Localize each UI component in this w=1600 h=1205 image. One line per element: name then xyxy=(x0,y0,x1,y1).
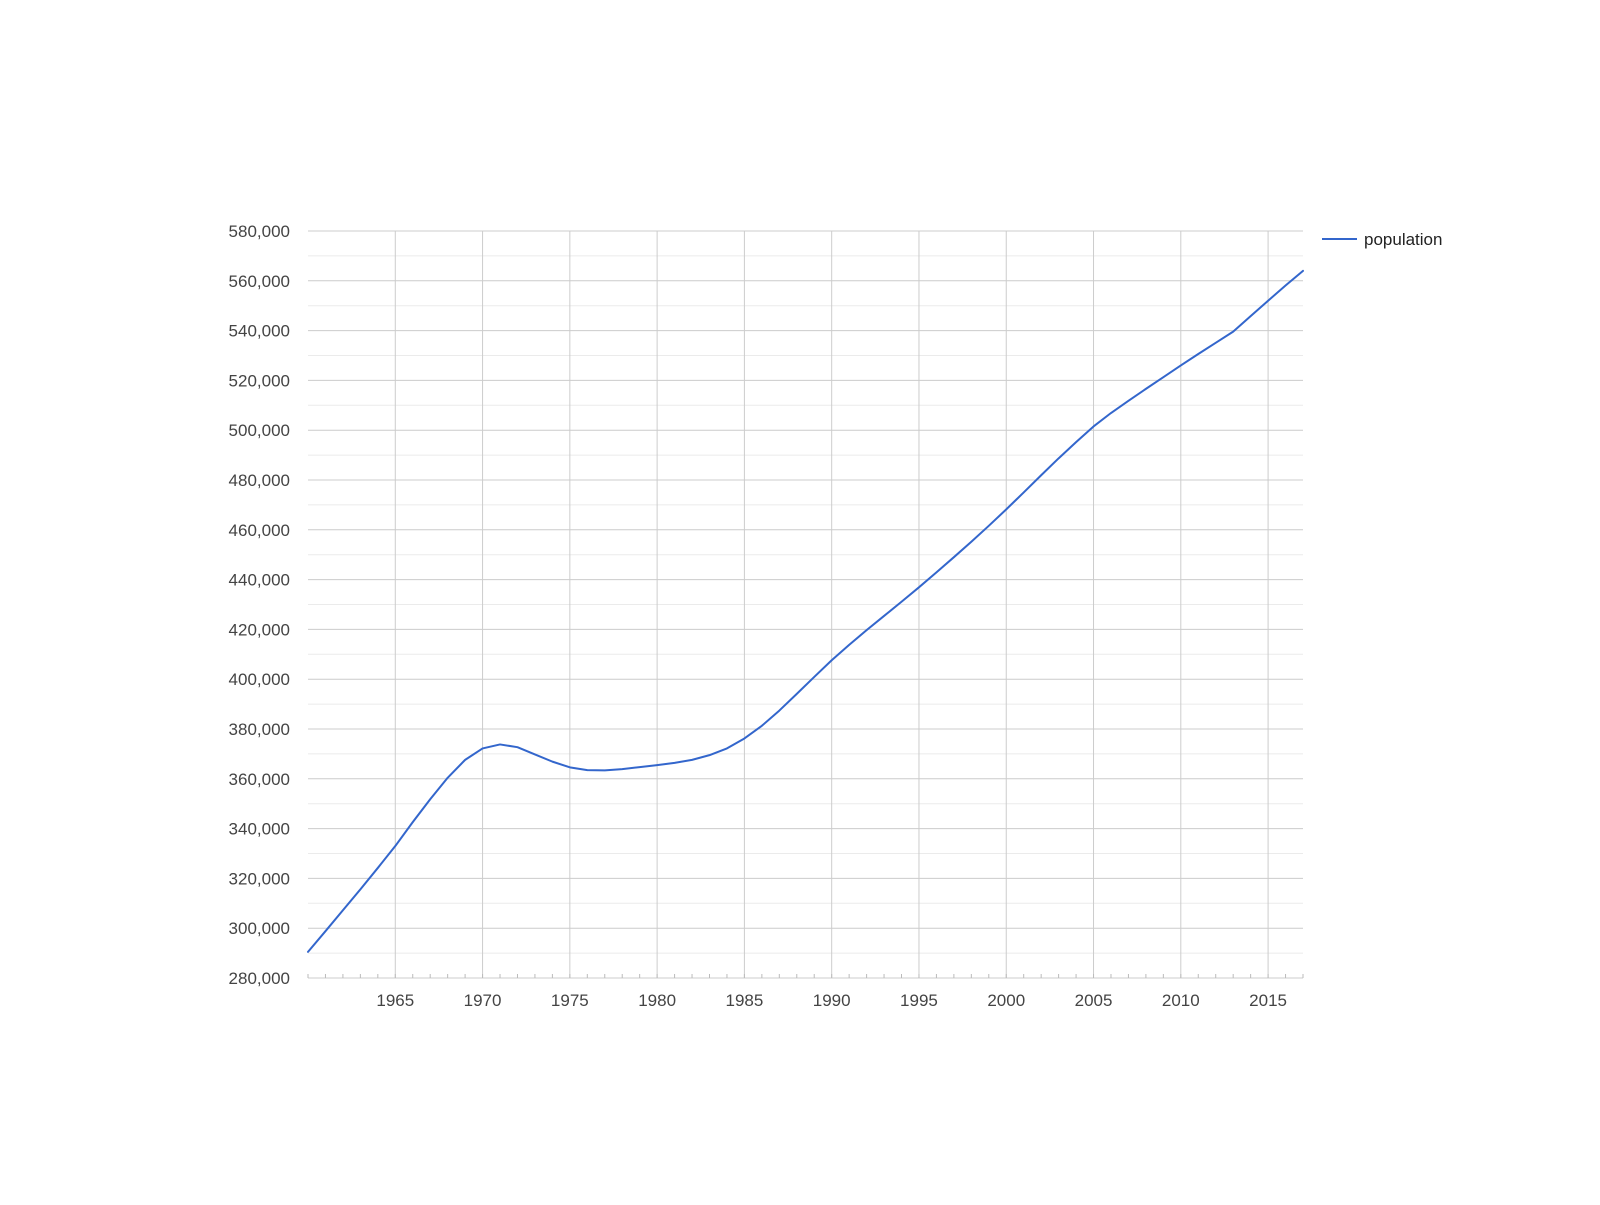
y-tick-label: 440,000 xyxy=(229,571,290,590)
data-point xyxy=(602,767,608,773)
y-tick-label: 300,000 xyxy=(229,919,290,938)
y-tick-label: 360,000 xyxy=(229,770,290,789)
data-point xyxy=(1283,283,1289,289)
data-point xyxy=(933,569,939,575)
data-point xyxy=(899,599,905,605)
data-point xyxy=(916,584,922,590)
data-point xyxy=(724,745,730,751)
series-line-population xyxy=(307,269,1304,953)
series-layer xyxy=(305,268,1306,955)
data-point xyxy=(619,766,625,772)
data-point xyxy=(637,764,643,770)
data-point xyxy=(514,744,520,750)
data-point xyxy=(951,554,957,560)
data-point xyxy=(706,752,712,758)
legend-label: population xyxy=(1364,230,1442,249)
x-tick-label: 1985 xyxy=(725,991,763,1010)
data-point xyxy=(1143,386,1149,392)
x-tick-label: 1990 xyxy=(813,991,851,1010)
x-axis: 1965 1970 1975 1980 1985 1990 1995 2000 2005 2010… xyxy=(307,974,1304,1010)
data-point xyxy=(532,751,538,757)
data-point xyxy=(375,865,381,871)
x-tick-label: 2000 xyxy=(987,991,1025,1010)
data-point xyxy=(392,843,398,849)
data-point xyxy=(846,642,852,648)
data-point xyxy=(689,757,695,763)
data-point xyxy=(584,767,590,773)
data-point xyxy=(480,745,486,751)
y-tick-label: 400,000 xyxy=(229,670,290,689)
data-point xyxy=(445,775,451,781)
data-point xyxy=(1056,455,1062,461)
data-point xyxy=(794,691,800,697)
data-point xyxy=(497,741,503,747)
y-tick-label: 380,000 xyxy=(229,720,290,739)
y-tick-label: 520,000 xyxy=(229,371,290,390)
data-point xyxy=(1038,472,1044,478)
data-point xyxy=(357,886,363,892)
y-tick-label: 540,000 xyxy=(229,322,290,341)
data-point xyxy=(811,674,817,680)
data-point xyxy=(1195,351,1201,357)
x-tick-label: 2015 xyxy=(1249,991,1287,1010)
data-point xyxy=(1160,374,1166,380)
y-tick-label: 460,000 xyxy=(229,521,290,540)
y-tick-label: 340,000 xyxy=(229,820,290,839)
data-point xyxy=(741,735,747,741)
data-point xyxy=(427,796,433,802)
data-point xyxy=(410,819,416,825)
data-point xyxy=(1091,423,1097,429)
data-point xyxy=(1003,506,1009,512)
data-point xyxy=(1300,268,1306,274)
data-point xyxy=(1125,398,1131,404)
data-point xyxy=(759,723,765,729)
data-point xyxy=(654,762,660,768)
data-point xyxy=(322,928,328,934)
data-point xyxy=(1230,329,1236,335)
data-point xyxy=(1265,298,1271,304)
data-point xyxy=(462,757,468,763)
x-tick-label: 1970 xyxy=(464,991,502,1010)
data-point xyxy=(829,657,835,663)
x-tick-label: 1995 xyxy=(900,991,938,1010)
x-tick-label: 1975 xyxy=(551,991,589,1010)
y-axis: 280,000 300,000 320,000 340,000 360,000 380,0… xyxy=(229,222,290,988)
data-point xyxy=(567,764,573,770)
data-point xyxy=(672,760,678,766)
y-tick-label: 320,000 xyxy=(229,869,290,888)
grid xyxy=(308,230,1303,978)
data-point xyxy=(881,613,887,619)
y-tick-label: 420,000 xyxy=(229,620,290,639)
y-tick-label: 580,000 xyxy=(229,222,290,241)
y-tick-label: 280,000 xyxy=(229,969,290,988)
y-tick-label: 560,000 xyxy=(229,272,290,291)
y-tick-label: 500,000 xyxy=(229,421,290,440)
x-tick-label: 1980 xyxy=(638,991,676,1010)
data-point xyxy=(1213,340,1219,346)
x-tick-label: 2010 xyxy=(1162,991,1200,1010)
data-point xyxy=(776,708,782,714)
data-point xyxy=(1248,313,1254,319)
y-tick-label: 480,000 xyxy=(229,471,290,490)
data-point xyxy=(968,539,974,545)
data-point xyxy=(1021,489,1027,495)
data-point xyxy=(986,523,992,529)
x-tick-label: 2005 xyxy=(1075,991,1113,1010)
data-point xyxy=(864,627,870,633)
data-point xyxy=(305,949,311,955)
data-point xyxy=(1178,362,1184,368)
data-point xyxy=(1073,439,1079,445)
x-tick-label: 1965 xyxy=(376,991,414,1010)
data-point xyxy=(1108,410,1114,416)
data-point xyxy=(549,759,555,765)
data-point xyxy=(340,907,346,913)
legend: population xyxy=(1322,230,1442,249)
